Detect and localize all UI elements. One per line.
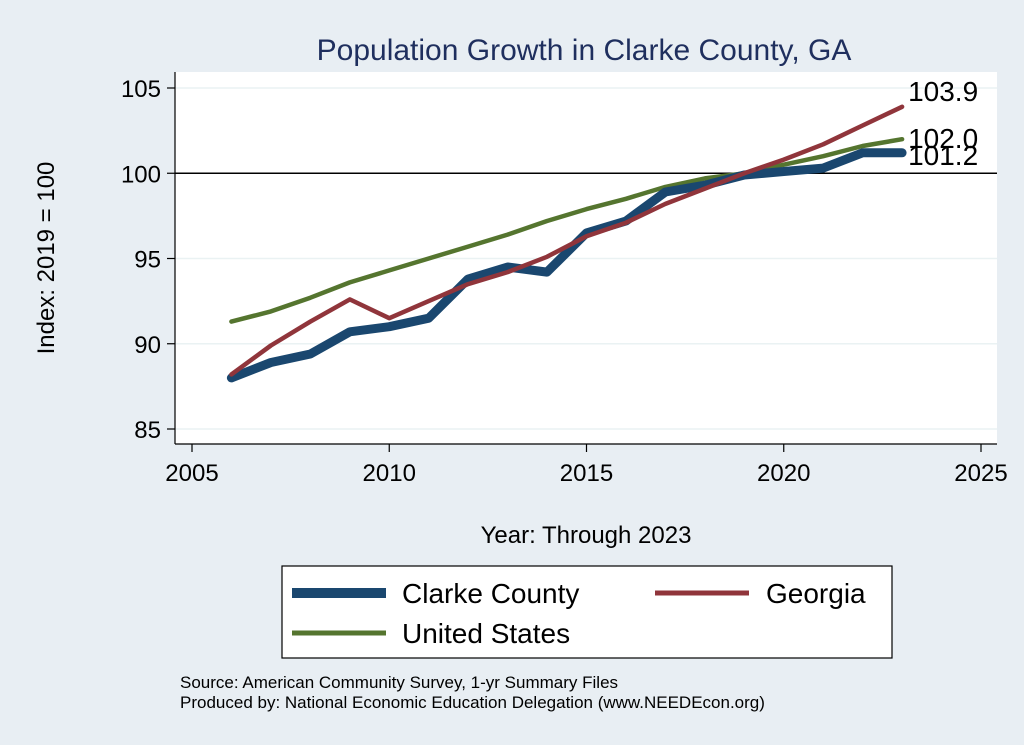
legend-label-georgia: Georgia	[766, 578, 866, 609]
end-label-georgia: 103.9	[908, 76, 978, 107]
legend-label-clarke: Clarke County	[402, 578, 579, 609]
y-tick-label-90: 90	[134, 332, 161, 359]
chart-title: Population Growth in Clarke County, GA	[317, 34, 852, 67]
series-lines	[226, 104, 907, 383]
axes: 85 90 95 100 105 2005 2010 2015 2020 2025	[121, 72, 1008, 487]
end-label-clarke-county: 101.2	[908, 140, 978, 171]
end-label-united-states: 102.0	[908, 123, 978, 154]
y-tick-label-85: 85	[134, 417, 161, 444]
y-tick-label-95: 95	[134, 247, 161, 274]
series-line-clarke-county	[226, 148, 907, 383]
x-axis-title: Year: Through 2023	[481, 522, 692, 549]
y-axis-title: Index: 2019 = 100	[33, 162, 60, 355]
x-tick-label-2005: 2005	[165, 460, 218, 487]
y-tick-label-105: 105	[121, 76, 161, 103]
y-tick-label-100: 100	[121, 161, 161, 188]
x-tick-label-2020: 2020	[757, 460, 810, 487]
end-labels: 101.2 103.9 102.0	[908, 76, 978, 171]
series-line-united-states	[229, 136, 905, 324]
x-tick-label-2010: 2010	[363, 460, 416, 487]
legend-box	[281, 565, 893, 659]
x-tick-label-2025: 2025	[954, 460, 1007, 487]
series-line-georgia	[229, 104, 905, 377]
legend: Clarke County Georgia United States	[281, 565, 893, 659]
x-tick-label-2015: 2015	[560, 460, 613, 487]
legend-label-us: United States	[402, 618, 570, 649]
producer-note: Produced by: National Economic Education…	[180, 693, 765, 712]
source-note: Source: American Community Survey, 1-yr …	[180, 673, 618, 692]
